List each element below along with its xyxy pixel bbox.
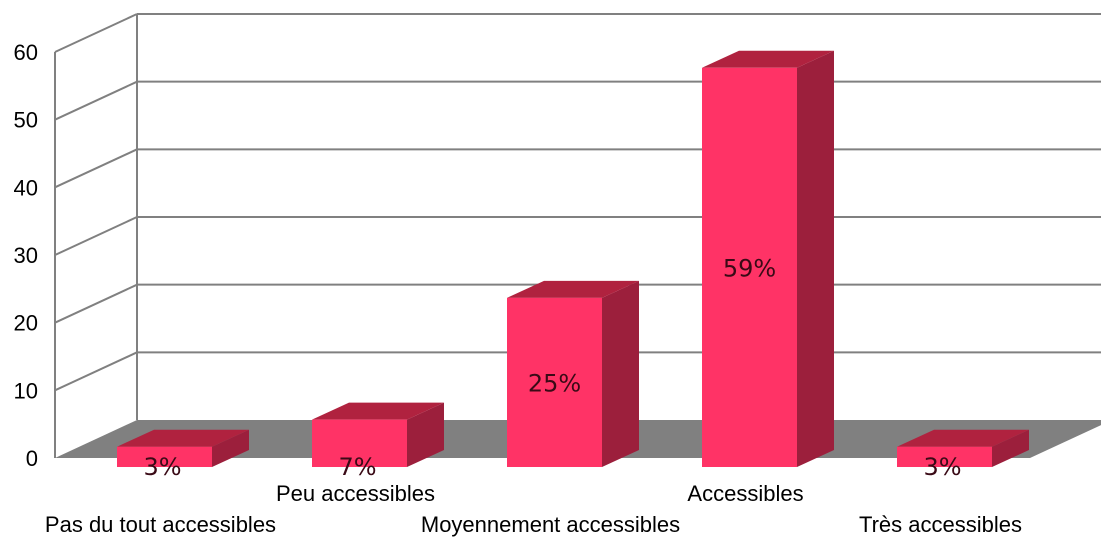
bar-3 [507, 280, 639, 467]
bar-front-face [702, 67, 797, 468]
data-label: 3% [923, 453, 961, 481]
bar-1 [117, 429, 249, 467]
bar-side-face [992, 429, 1029, 467]
bar-top-face [507, 280, 639, 298]
data-label: 7% [338, 453, 376, 481]
x-category-label: Moyennement accessibles [421, 512, 680, 537]
y-tick-label: 20 [14, 311, 38, 336]
gridline-side [54, 216, 138, 256]
gridline-side [54, 351, 138, 392]
bar-top-face [702, 50, 834, 68]
bar-2 [312, 402, 444, 467]
data-label: 59% [723, 254, 776, 282]
bar-5 [897, 429, 1029, 467]
data-label: 3% [143, 453, 181, 481]
x-category-label: Peu accessibles [276, 481, 435, 506]
gridline-side [54, 13, 138, 53]
bar-front-face [507, 297, 602, 467]
bar-4 [702, 50, 834, 468]
chart-data-labels: 3% 7% 25% 59% 3% [143, 254, 961, 481]
y-tick-label: 50 [14, 108, 38, 133]
bar-front-face [117, 446, 212, 467]
gridline-side [54, 80, 138, 121]
y-tick-label: 30 [14, 243, 38, 268]
bar-top-face [312, 402, 444, 420]
x-category-label: Accessibles [687, 481, 803, 506]
bar-side-face [212, 429, 249, 467]
bar-top-face [897, 429, 1029, 447]
bar-front-face [312, 419, 407, 467]
chart-bars [117, 50, 1029, 468]
y-axis-tick-labels: 0 10 20 30 40 50 60 [14, 40, 38, 471]
bar-side-face [602, 280, 639, 467]
x-category-label: Pas du tout accessibles [45, 512, 276, 537]
x-category-label: Très accessibles [859, 512, 1022, 537]
bar-side-face [797, 50, 834, 468]
gridline-side [54, 283, 138, 324]
data-label: 25% [528, 369, 581, 397]
gridline-side [54, 148, 138, 189]
y-tick-label: 10 [14, 378, 38, 403]
y-tick-label: 40 [14, 175, 38, 200]
y-tick-label: 60 [14, 40, 38, 65]
y-tick-label: 0 [26, 446, 38, 471]
bar-top-face [117, 429, 249, 447]
bar-side-face [407, 402, 444, 467]
bar-front-face [897, 446, 992, 467]
